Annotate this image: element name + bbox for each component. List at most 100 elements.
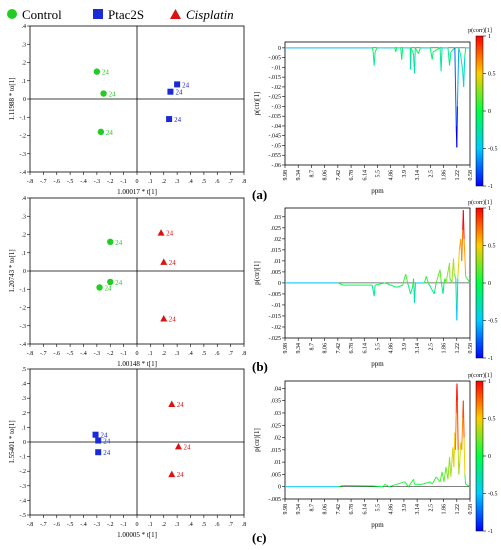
- spectrum-segment: [414, 282, 416, 303]
- score-plot-a: -.8 -.7 -.6 -.5 -.4 -.3 -.2 -.1 0 .1 .2 .3 .4 .5 .6 .7.…: [8, 24, 246, 196]
- x-tick-label: 0.58: [468, 343, 474, 354]
- x-tick-label: 1.86: [442, 170, 448, 181]
- x-tick-label: 7.42: [336, 504, 342, 515]
- x-tick-label: 8.7: [309, 343, 315, 351]
- spectrum-segment: [452, 258, 455, 275]
- y-tick-label: .4: [22, 382, 27, 388]
- x-tick-label: 0: [136, 351, 139, 357]
- spectrum-segment: [407, 282, 412, 295]
- x-tick-label: -.2: [107, 522, 114, 528]
- x-tick-label: -.5: [67, 522, 74, 528]
- x-tick-label: 8.06: [323, 504, 329, 515]
- y-tick-label: -.4: [20, 342, 27, 348]
- colorbar-title: p(corr)[1]: [468, 27, 492, 34]
- data-point-cisplatin: [168, 470, 176, 478]
- score-plot-b: -.8 -.7 -.6 -.5 -.4 -.3 -.2 -.1 0 .1 .2 .3 .4 .5 .6 .7.…: [8, 196, 246, 368]
- x-tick-label: .4: [188, 351, 193, 357]
- point-label: 24: [115, 239, 123, 247]
- x-tick-label: -.3: [94, 351, 101, 357]
- colorbar-tick-label: -1: [488, 356, 493, 362]
- spectrum-segment: [459, 442, 462, 463]
- spectrum-segment: [435, 476, 441, 483]
- y-tick-label: .1: [22, 79, 27, 85]
- point-label: 24: [105, 284, 113, 292]
- x-tick-label: .7: [228, 522, 233, 528]
- x-tick-label: -.1: [120, 522, 127, 528]
- point-label: 24: [103, 438, 111, 446]
- spectrum-segment: [463, 238, 467, 277]
- point-label: 24: [109, 91, 117, 99]
- spectrum-segment: [455, 278, 457, 305]
- y-tick-label: -.005: [269, 497, 282, 503]
- x-tick-label: 6.14: [362, 504, 368, 515]
- y-axis-title: 1.20743 * to[1]: [8, 249, 16, 292]
- y-tick-label: 0: [278, 281, 281, 287]
- x-tick-label: 4.86: [389, 504, 395, 515]
- plot-frame: [284, 41, 471, 166]
- y-tick-label: .015: [271, 448, 282, 454]
- y-tick-label: -.1: [20, 115, 27, 121]
- spectrum-segment: [384, 282, 392, 286]
- spectrum-segment: [422, 481, 431, 485]
- panel-label-a: (a): [252, 187, 267, 202]
- spectrum-segment: [337, 484, 344, 488]
- y-tick-label: .1: [22, 425, 27, 431]
- x-axis-title: 1.00148 * t[1]: [117, 360, 157, 368]
- y-tick-label: -.2: [20, 306, 27, 312]
- spectrum-segment: [463, 437, 466, 475]
- y-tick-label: .1: [22, 251, 27, 257]
- legend-item-ptac2s: Ptac2S: [93, 7, 144, 22]
- x-tick-label: .3: [175, 522, 180, 528]
- x-tick-label: 0.58: [468, 504, 474, 515]
- x-tick-label: 5.5: [376, 504, 382, 512]
- spectrum-segment: [461, 417, 464, 450]
- y-tick-label: .04: [274, 386, 282, 392]
- spectrum-segment: [443, 466, 447, 482]
- colorbar-tick-label: -1: [488, 184, 493, 190]
- data-point-cisplatin: [160, 258, 168, 265]
- x-tick-label: 2.5: [428, 504, 434, 512]
- x-tick-label: 7.42: [336, 170, 342, 181]
- plot-area: -.8 -.7 -.6 -.5 -.4 -.3 -.2 -.1 0 .1 .2 .3 .4 .5 .6 .7.…: [8, 24, 498, 539]
- x-tick-label: 8.06: [323, 170, 329, 181]
- spectrum-segment: [410, 47, 414, 54]
- x-tick-label: 1.22: [455, 170, 461, 181]
- y-tick-label: .005: [271, 270, 282, 276]
- x-tick-label: .6: [215, 351, 220, 357]
- x-tick-label: 9.98: [283, 504, 289, 515]
- y-tick-label: .4: [22, 24, 27, 30]
- point-label: 24: [177, 401, 185, 409]
- spectrum-segment: [423, 276, 427, 284]
- legend-square-marker: [93, 9, 103, 19]
- x-tick-label: 6.78: [349, 170, 355, 181]
- x-tick-label: -.6: [54, 522, 61, 528]
- spectrum-segment: [375, 282, 386, 286]
- x-tick-label: 9.98: [283, 170, 289, 181]
- data-point-control: [100, 90, 107, 97]
- x-axis-title: ppm: [371, 360, 384, 368]
- spectrum-segment: [440, 280, 444, 295]
- data-point-cisplatin: [174, 442, 182, 450]
- point-label: 24: [103, 449, 111, 457]
- spectrum-segment: [384, 483, 390, 488]
- x-tick-label: 1.22: [455, 343, 461, 354]
- x-tick-label: -.3: [94, 179, 101, 185]
- loading-plot-a: 0 -.005 -.01 -.015 -.02 -.025 -.03 -.035 -.04 -.0…: [253, 27, 498, 195]
- x-tick-label: 7.42: [336, 343, 342, 354]
- x-tick-label: 1.22: [455, 504, 461, 515]
- x-tick-label: 6.78: [349, 504, 355, 515]
- x-tick-label: 0: [136, 179, 139, 185]
- y-tick-label: 0: [23, 97, 26, 103]
- colorbar-title: p(corr)[1]: [468, 199, 492, 206]
- y-tick-label: .01: [274, 259, 282, 265]
- y-tick-label: .3: [22, 42, 27, 48]
- spectrum-segment: [461, 230, 464, 261]
- y-tick-label: -.02: [272, 325, 282, 331]
- spectrum-segment: [414, 47, 419, 54]
- colorbar: [475, 35, 484, 187]
- x-tick-label: .4: [188, 179, 193, 185]
- point-label: 24: [166, 230, 174, 238]
- x-tick-label: 8.06: [323, 343, 329, 354]
- y-tick-label: -.4: [20, 170, 27, 176]
- y-tick-label: -.005: [269, 56, 282, 62]
